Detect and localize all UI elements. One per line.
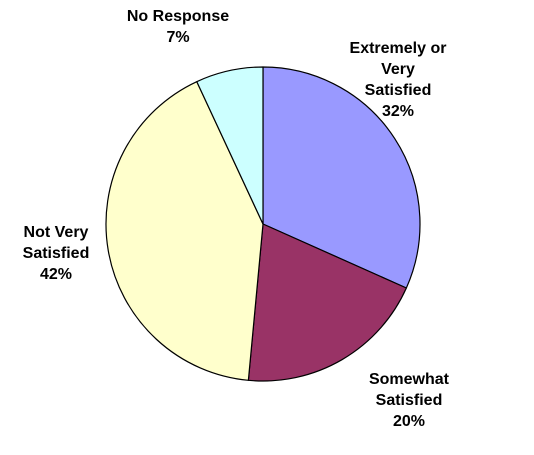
slice-label-somewhat-satisfied: Somewhat Satisfied 20% (349, 369, 469, 432)
slice-label-extremely-or-very-satisfied: Extremely or Very Satisfied 32% (328, 38, 468, 122)
pie-slice-no-response (196, 66, 264, 225)
slice-label-line: No Response (126, 8, 230, 25)
slice-label-no-response: No Response 7% (108, 6, 248, 48)
slice-percent-label: 42% (39, 266, 73, 283)
slice-label-not-very-satisfied: Not Very Satisfied 42% (0, 222, 116, 285)
slice-label-line: Very (381, 61, 415, 78)
pie-slice-not-very-satisfied (105, 81, 264, 381)
pie-slice-extremely-or-very-satisfied (262, 66, 421, 289)
pie-slice-somewhat-satisfied (247, 223, 407, 382)
slice-label-line: Not Very (23, 224, 89, 241)
slice-label-line: Somewhat (368, 371, 449, 388)
slice-percent-label: 20% (392, 413, 426, 430)
slice-label-line: Satisfied (22, 245, 90, 262)
slice-percent-label: 32% (381, 103, 415, 120)
slice-label-line: Satisfied (375, 392, 443, 409)
slice-label-line: Extremely or (349, 40, 447, 57)
slice-label-line: Satisfied (364, 82, 432, 99)
slice-percent-label: 7% (166, 29, 190, 46)
